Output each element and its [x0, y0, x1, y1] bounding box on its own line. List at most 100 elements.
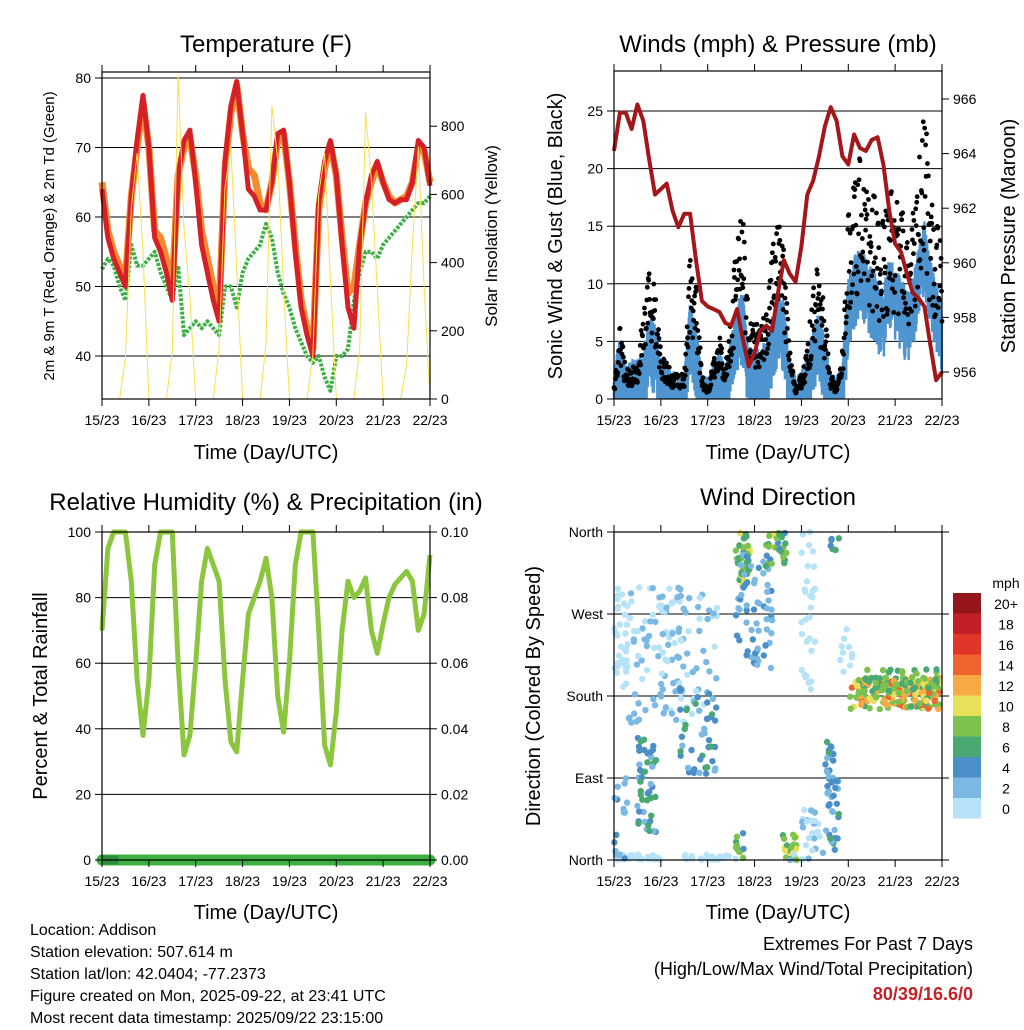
gust-point	[637, 342, 643, 348]
wind-direction-point	[776, 531, 784, 539]
wind-direction-point	[732, 855, 739, 863]
direction-y-label: Direction (Colored By Speed)	[523, 566, 545, 826]
wind-direction-point	[680, 663, 687, 670]
x-tick-label: 21/23	[366, 412, 401, 428]
wind-direction-point	[618, 656, 626, 663]
wind-direction-point	[660, 710, 667, 717]
gust-point	[896, 311, 901, 317]
gust-point	[892, 273, 898, 278]
wind-direction-point	[866, 705, 873, 712]
humidity-chart-title: Relative Humidity (%) & Precipitation (i…	[49, 489, 482, 516]
wind-direction-point	[895, 689, 902, 697]
wind-direction-point	[704, 699, 711, 706]
wind-direction-point	[635, 700, 642, 707]
wind-direction-point	[847, 705, 854, 712]
wind-direction-point	[876, 705, 884, 713]
gust-point	[825, 351, 831, 357]
gust-point	[645, 320, 651, 326]
wind-direction-point	[846, 693, 854, 700]
y2-tick-label: 958	[953, 309, 977, 325]
wind-direction-point	[743, 553, 751, 560]
gust-point	[916, 232, 921, 238]
y2-tick-label: 960	[953, 255, 977, 271]
gust-point	[901, 290, 907, 296]
gust-point	[819, 322, 825, 328]
gust-point	[770, 241, 776, 247]
wind-direction-point	[837, 656, 844, 664]
gust-point	[847, 305, 853, 311]
gust-point	[865, 277, 871, 283]
wind-direction-point	[649, 763, 656, 770]
plot-area	[611, 528, 943, 864]
wind-direction-point	[743, 619, 750, 626]
gust-point	[855, 182, 861, 188]
wind-direction-point	[634, 802, 641, 810]
gust-point	[729, 333, 735, 339]
gust-point	[851, 194, 857, 200]
gust-point	[882, 270, 888, 276]
gust-point	[742, 255, 748, 261]
wind-direction-point	[705, 690, 713, 698]
wind-direction-point	[827, 542, 834, 549]
gust-point	[786, 338, 792, 343]
wind-direction-point	[637, 778, 644, 785]
wind-direction-point	[712, 704, 720, 711]
y-tick-label: North	[569, 852, 603, 868]
gust-point	[785, 316, 791, 322]
gust-point	[849, 290, 854, 296]
speed-legend-swatch	[953, 716, 981, 737]
wind-direction-point	[811, 835, 818, 842]
gust-point	[816, 283, 822, 289]
wind-direction-point	[760, 652, 767, 659]
wind-direction-point	[805, 541, 813, 549]
y-tick-label: 10	[587, 276, 603, 292]
x-tick-label: 21/23	[878, 873, 913, 889]
gust-point	[874, 304, 880, 309]
wind-direction-point	[692, 700, 699, 707]
wind-direction-point	[801, 806, 808, 814]
wind-direction-point	[670, 679, 677, 687]
gust-point	[612, 386, 618, 392]
wind-direction-point	[671, 639, 678, 647]
gust-point	[766, 341, 772, 347]
speed-legend-label: 12	[998, 678, 1014, 694]
gust-point	[925, 161, 930, 166]
y-tick-label: 80	[75, 70, 91, 86]
y2-tick-label: 0.06	[441, 655, 468, 671]
wind-direction-point	[885, 669, 893, 676]
wind-direction-point	[701, 725, 708, 732]
wind-direction-point	[694, 603, 702, 611]
y-tick-label: 40	[75, 348, 91, 364]
gust-point	[882, 264, 888, 270]
recent-timestamp: Most recent data timestamp: 2025/09/22 2…	[30, 1010, 384, 1027]
wind-direction-point	[685, 627, 692, 635]
gust-point	[805, 341, 811, 347]
y2-tick-label: 0.08	[441, 590, 468, 606]
gust-point	[743, 315, 749, 320]
gust-point	[615, 370, 621, 376]
gust-point	[921, 247, 927, 253]
gust-point	[807, 362, 813, 368]
wind-direction-point	[659, 649, 666, 656]
x-tick-label: 18/23	[225, 412, 260, 428]
wind-direction-point	[651, 853, 659, 861]
gust-point	[910, 237, 915, 243]
wind-direction-point	[662, 656, 669, 663]
wind-direction-point	[623, 668, 630, 675]
wind-direction-point	[845, 643, 853, 651]
wind-direction-point	[623, 799, 631, 806]
wind-direction-point	[830, 757, 837, 764]
y2-tick-label: 0.02	[441, 786, 468, 802]
y-tick-label: 40	[75, 721, 91, 737]
gust-point	[853, 264, 859, 269]
wind-direction-point	[644, 853, 652, 861]
gust-point	[862, 201, 868, 207]
gust-point	[824, 333, 830, 339]
gust-point	[801, 364, 807, 370]
gust-point	[822, 347, 828, 352]
gust-point	[901, 295, 906, 301]
gust-point	[853, 222, 859, 228]
wind-direction-point	[876, 675, 884, 682]
x-tick-label: 20/23	[831, 412, 866, 428]
